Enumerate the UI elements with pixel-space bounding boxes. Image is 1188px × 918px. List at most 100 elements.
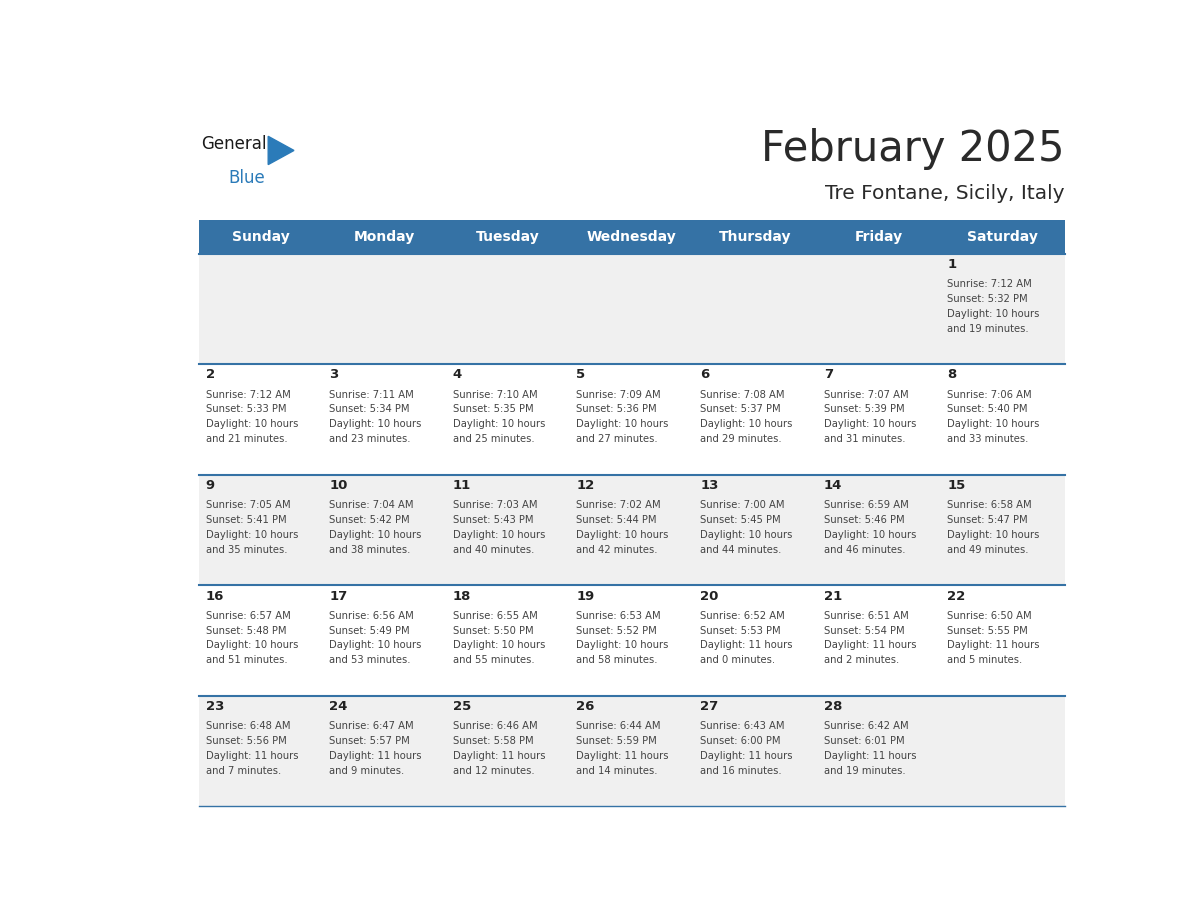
Text: February 2025: February 2025 xyxy=(762,128,1064,170)
Text: Sunrise: 6:57 AM: Sunrise: 6:57 AM xyxy=(206,610,290,621)
Text: Sunset: 5:42 PM: Sunset: 5:42 PM xyxy=(329,515,410,525)
Text: Sunrise: 6:43 AM: Sunrise: 6:43 AM xyxy=(700,722,784,732)
Text: Daylight: 11 hours: Daylight: 11 hours xyxy=(823,751,916,761)
Text: Daylight: 10 hours: Daylight: 10 hours xyxy=(329,530,422,540)
Bar xyxy=(200,586,1064,696)
Text: Sunset: 5:58 PM: Sunset: 5:58 PM xyxy=(453,736,533,746)
Text: Sunset: 5:49 PM: Sunset: 5:49 PM xyxy=(329,625,410,635)
Text: 14: 14 xyxy=(823,479,842,492)
Bar xyxy=(200,696,1064,806)
Text: 22: 22 xyxy=(947,589,966,602)
Polygon shape xyxy=(268,136,293,164)
Text: Daylight: 10 hours: Daylight: 10 hours xyxy=(947,420,1040,430)
Text: 5: 5 xyxy=(576,368,586,382)
Text: Sunday: Sunday xyxy=(232,230,290,243)
Bar xyxy=(200,364,1064,475)
Text: and 51 minutes.: and 51 minutes. xyxy=(206,655,287,666)
Text: Sunrise: 6:58 AM: Sunrise: 6:58 AM xyxy=(947,500,1032,510)
Text: Daylight: 10 hours: Daylight: 10 hours xyxy=(453,641,545,651)
Text: Sunset: 6:01 PM: Sunset: 6:01 PM xyxy=(823,736,904,746)
Text: 15: 15 xyxy=(947,479,966,492)
Text: Daylight: 10 hours: Daylight: 10 hours xyxy=(823,420,916,430)
Text: Daylight: 11 hours: Daylight: 11 hours xyxy=(700,751,792,761)
Text: Sunset: 5:55 PM: Sunset: 5:55 PM xyxy=(947,625,1028,635)
Text: and 19 minutes.: and 19 minutes. xyxy=(823,766,905,776)
Text: Sunset: 5:52 PM: Sunset: 5:52 PM xyxy=(576,625,657,635)
Text: Daylight: 11 hours: Daylight: 11 hours xyxy=(206,751,298,761)
Text: Sunrise: 7:07 AM: Sunrise: 7:07 AM xyxy=(823,389,909,399)
Text: Sunset: 5:37 PM: Sunset: 5:37 PM xyxy=(700,405,781,415)
Text: Sunset: 5:48 PM: Sunset: 5:48 PM xyxy=(206,625,286,635)
Text: Sunset: 5:33 PM: Sunset: 5:33 PM xyxy=(206,405,286,415)
Text: 10: 10 xyxy=(329,479,348,492)
Text: and 40 minutes.: and 40 minutes. xyxy=(453,544,535,554)
Text: General: General xyxy=(201,135,266,153)
Text: and 21 minutes.: and 21 minutes. xyxy=(206,434,287,444)
Text: 9: 9 xyxy=(206,479,215,492)
Text: Sunrise: 7:03 AM: Sunrise: 7:03 AM xyxy=(453,500,537,510)
Text: 6: 6 xyxy=(700,368,709,382)
Text: Sunrise: 7:00 AM: Sunrise: 7:00 AM xyxy=(700,500,784,510)
Text: and 53 minutes.: and 53 minutes. xyxy=(329,655,411,666)
Text: Sunrise: 6:47 AM: Sunrise: 6:47 AM xyxy=(329,722,413,732)
Text: and 7 minutes.: and 7 minutes. xyxy=(206,766,280,776)
Text: 1: 1 xyxy=(947,258,956,271)
Text: and 55 minutes.: and 55 minutes. xyxy=(453,655,535,666)
Text: 19: 19 xyxy=(576,589,595,602)
Text: 3: 3 xyxy=(329,368,339,382)
Text: Sunrise: 6:48 AM: Sunrise: 6:48 AM xyxy=(206,722,290,732)
Text: and 27 minutes.: and 27 minutes. xyxy=(576,434,658,444)
Text: and 14 minutes.: and 14 minutes. xyxy=(576,766,658,776)
Text: Sunrise: 6:50 AM: Sunrise: 6:50 AM xyxy=(947,610,1032,621)
Text: Daylight: 11 hours: Daylight: 11 hours xyxy=(823,641,916,651)
Text: Sunset: 5:56 PM: Sunset: 5:56 PM xyxy=(206,736,286,746)
Text: Friday: Friday xyxy=(855,230,903,243)
Text: Daylight: 10 hours: Daylight: 10 hours xyxy=(947,308,1040,319)
Text: 16: 16 xyxy=(206,589,225,602)
Text: Sunrise: 6:44 AM: Sunrise: 6:44 AM xyxy=(576,722,661,732)
Text: and 23 minutes.: and 23 minutes. xyxy=(329,434,411,444)
Text: Daylight: 10 hours: Daylight: 10 hours xyxy=(823,530,916,540)
Text: Sunset: 5:54 PM: Sunset: 5:54 PM xyxy=(823,625,904,635)
Text: Daylight: 10 hours: Daylight: 10 hours xyxy=(453,420,545,430)
Text: Blue: Blue xyxy=(228,169,265,187)
Text: Daylight: 10 hours: Daylight: 10 hours xyxy=(329,641,422,651)
Text: Sunrise: 7:12 AM: Sunrise: 7:12 AM xyxy=(206,389,290,399)
Text: Daylight: 10 hours: Daylight: 10 hours xyxy=(700,420,792,430)
Text: Daylight: 11 hours: Daylight: 11 hours xyxy=(453,751,545,761)
Text: and 31 minutes.: and 31 minutes. xyxy=(823,434,905,444)
Text: Daylight: 11 hours: Daylight: 11 hours xyxy=(947,641,1040,651)
Text: Sunrise: 7:02 AM: Sunrise: 7:02 AM xyxy=(576,500,661,510)
Text: and 46 minutes.: and 46 minutes. xyxy=(823,544,905,554)
Text: Sunset: 5:41 PM: Sunset: 5:41 PM xyxy=(206,515,286,525)
Text: Sunrise: 7:04 AM: Sunrise: 7:04 AM xyxy=(329,500,413,510)
Text: Sunrise: 6:42 AM: Sunrise: 6:42 AM xyxy=(823,722,909,732)
Text: Sunrise: 6:53 AM: Sunrise: 6:53 AM xyxy=(576,610,661,621)
Text: Daylight: 10 hours: Daylight: 10 hours xyxy=(700,530,792,540)
Text: Sunset: 5:35 PM: Sunset: 5:35 PM xyxy=(453,405,533,415)
Text: 23: 23 xyxy=(206,700,225,713)
Text: 24: 24 xyxy=(329,700,348,713)
Text: Wednesday: Wednesday xyxy=(587,230,677,243)
Text: and 16 minutes.: and 16 minutes. xyxy=(700,766,782,776)
Text: Sunrise: 6:56 AM: Sunrise: 6:56 AM xyxy=(329,610,413,621)
Text: Sunset: 5:32 PM: Sunset: 5:32 PM xyxy=(947,294,1028,304)
Text: Sunset: 6:00 PM: Sunset: 6:00 PM xyxy=(700,736,781,746)
Text: 11: 11 xyxy=(453,479,472,492)
Text: Tuesday: Tuesday xyxy=(476,230,541,243)
Text: 27: 27 xyxy=(700,700,719,713)
Text: Sunset: 5:46 PM: Sunset: 5:46 PM xyxy=(823,515,904,525)
Text: Sunset: 5:39 PM: Sunset: 5:39 PM xyxy=(823,405,904,415)
Text: and 5 minutes.: and 5 minutes. xyxy=(947,655,1023,666)
Text: and 33 minutes.: and 33 minutes. xyxy=(947,434,1029,444)
Text: 13: 13 xyxy=(700,479,719,492)
Text: Daylight: 11 hours: Daylight: 11 hours xyxy=(576,751,669,761)
Bar xyxy=(200,219,1064,253)
Text: and 38 minutes.: and 38 minutes. xyxy=(329,544,411,554)
Text: Sunset: 5:34 PM: Sunset: 5:34 PM xyxy=(329,405,410,415)
Text: and 29 minutes.: and 29 minutes. xyxy=(700,434,782,444)
Text: Daylight: 11 hours: Daylight: 11 hours xyxy=(329,751,422,761)
Text: and 9 minutes.: and 9 minutes. xyxy=(329,766,404,776)
Text: Sunset: 5:40 PM: Sunset: 5:40 PM xyxy=(947,405,1028,415)
Text: 8: 8 xyxy=(947,368,956,382)
